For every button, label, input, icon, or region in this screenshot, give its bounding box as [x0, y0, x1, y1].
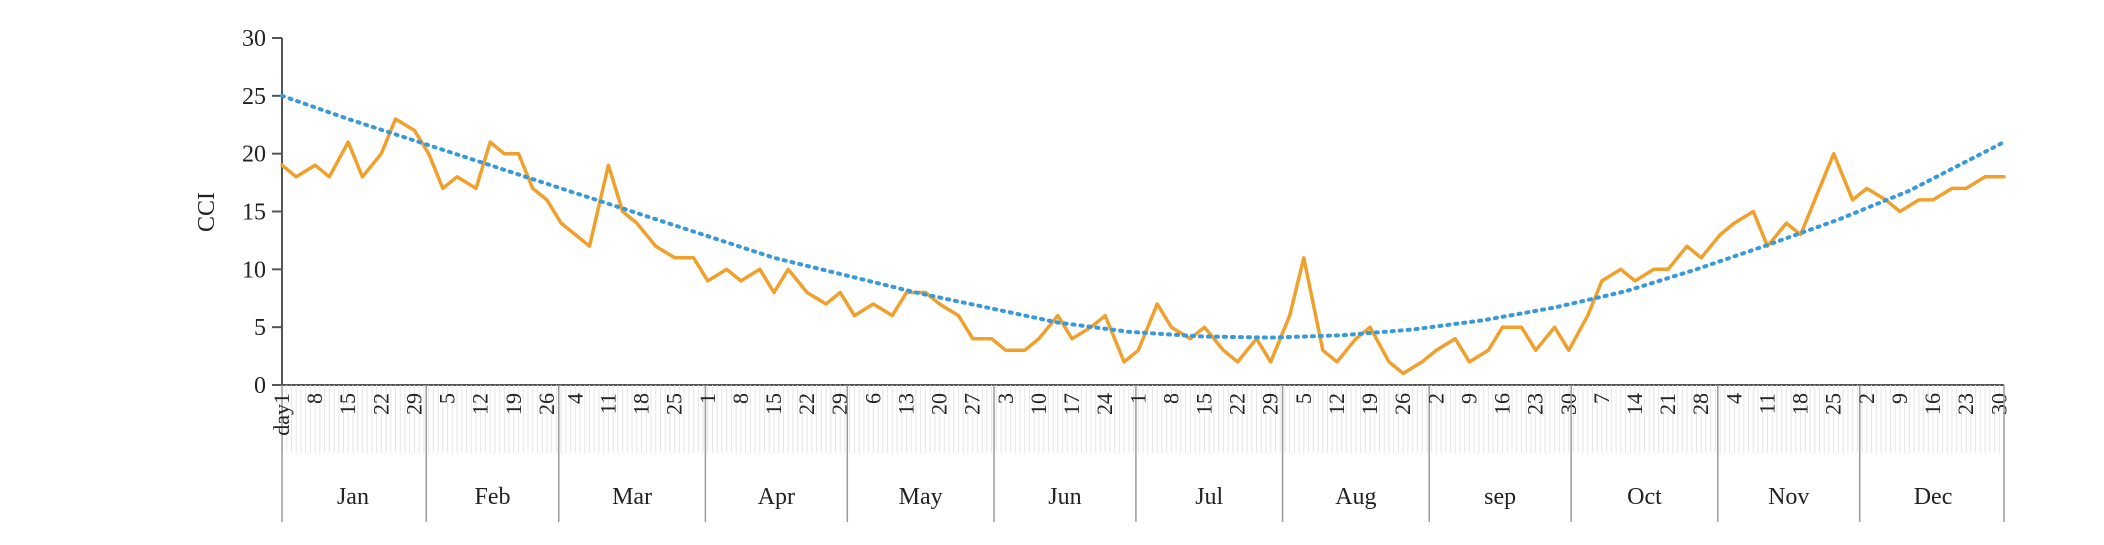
y-axis-label: CCI	[194, 192, 220, 232]
x-tick-label: 4	[562, 393, 587, 404]
x-tick-label: 23	[1523, 393, 1548, 415]
x-tick-label: 12	[1324, 393, 1349, 415]
x-tick-label: 27	[960, 393, 985, 415]
x-tick-label: 26	[1390, 393, 1415, 415]
x-tick-label: 15	[335, 393, 360, 415]
x-tick-label: 7	[1589, 393, 1614, 404]
month-label: Dec	[1914, 484, 1953, 510]
x-tick-label: 4	[1721, 393, 1746, 404]
x-tick-label: 20	[927, 393, 952, 415]
y-tick-label: 5	[254, 315, 266, 341]
y-tick-label: 10	[242, 257, 266, 283]
x-tick-label: 16	[1920, 393, 1945, 415]
month-label: Jul	[1195, 484, 1223, 510]
x-tick-label: 26	[534, 393, 559, 415]
x-tick-label: day1	[269, 393, 294, 436]
y-tick-label: 30	[242, 26, 266, 52]
month-label: Feb	[475, 484, 511, 510]
x-tick-label: 9	[1887, 393, 1912, 404]
x-tick-label: 9	[1456, 393, 1481, 404]
x-tick-label: 1	[695, 393, 720, 404]
y-tick-label: 25	[242, 84, 266, 110]
x-tick-label: 17	[1059, 393, 1084, 415]
x-tick-label: 18	[629, 393, 654, 415]
x-tick-label: 22	[368, 393, 393, 415]
series-layer	[280, 93, 2006, 376]
cci-series-line	[280, 117, 2006, 376]
x-tick-label: 29	[401, 393, 426, 415]
x-tick-label: 18	[1788, 393, 1813, 415]
x-tick-label: 2	[1423, 393, 1448, 404]
x-tick-label: 5	[435, 393, 460, 404]
x-tick-label: 19	[501, 393, 526, 415]
x-tick-label: 11	[1754, 393, 1779, 414]
month-label: sep	[1484, 484, 1516, 510]
x-tick-label: 16	[1490, 393, 1515, 415]
x-tick-label: 25	[1821, 393, 1846, 415]
x-tick-label: 23	[1953, 393, 1978, 415]
y-tick-label: 15	[242, 200, 266, 226]
x-tick-label: 30	[1986, 393, 2011, 415]
x-tick-label: 22	[794, 393, 819, 415]
x-tick-label: 24	[1092, 393, 1117, 415]
x-tick-label: 1	[1125, 393, 1150, 404]
x-tick-label: 10	[1026, 393, 1051, 415]
month-label: Mar	[612, 484, 652, 510]
x-tick-label: 8	[1158, 393, 1183, 404]
month-label: Jan	[337, 484, 369, 510]
x-tick-label: 22	[1225, 393, 1250, 415]
x-tick-label: 8	[302, 393, 327, 404]
x-tick-label: 28	[1688, 393, 1713, 415]
x-tick-label: 6	[860, 393, 885, 404]
x-tick-label: 2	[1854, 393, 1879, 404]
x-tick-label: 29	[827, 393, 852, 415]
month-label: Jun	[1048, 484, 1081, 510]
x-tick-label: 8	[728, 393, 753, 404]
month-label: May	[899, 484, 943, 510]
x-tick-label: 5	[1291, 393, 1316, 404]
x-tick-label: 21	[1655, 393, 1680, 415]
month-label: Apr	[758, 484, 795, 510]
x-tick-label: 29	[1258, 393, 1283, 415]
x-tick-label: 15	[761, 393, 786, 415]
y-tick-label: 0	[254, 373, 266, 399]
x-tick-label: 30	[1556, 393, 1581, 415]
x-tick-label: 25	[662, 393, 687, 415]
x-tick-label: 12	[468, 393, 493, 415]
x-tick-label: 19	[1357, 393, 1382, 415]
trendline-series	[280, 93, 2006, 340]
x-tick-label: 3	[993, 393, 1018, 404]
month-label: Aug	[1335, 484, 1376, 510]
x-tick-label: 14	[1622, 393, 1647, 415]
axes-layer: CCI	[194, 38, 2004, 386]
month-label: Oct	[1627, 484, 1662, 510]
x-tick-label: 11	[595, 393, 620, 414]
month-label: Nov	[1768, 484, 1809, 510]
y-tick-label: 20	[242, 142, 266, 168]
x-tick-label: 13	[893, 393, 918, 415]
x-tick-label: 15	[1192, 393, 1217, 415]
